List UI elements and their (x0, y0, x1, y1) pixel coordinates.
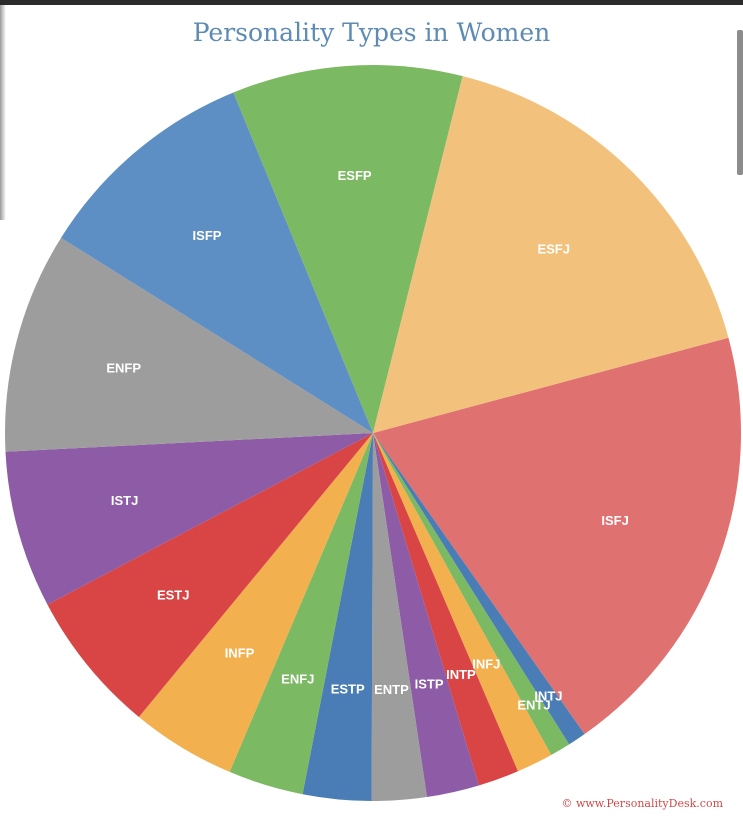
scroll-indicator[interactable] (737, 30, 743, 175)
slice-label-isfp: ISFP (193, 228, 222, 243)
slice-label-intj: INTJ (534, 689, 562, 704)
slice-label-esfp: ESFP (338, 168, 372, 183)
slice-enfp (4, 237, 374, 452)
chart-title: Personality Types in Women (192, 18, 551, 47)
source-credit: © www.PersonalityDesk.com (561, 797, 723, 810)
slice-label-infp: INFP (225, 645, 255, 660)
slice-label-infj: INFJ (472, 656, 500, 671)
slice-label-enfp: ENFP (106, 360, 141, 375)
slice-isfp (61, 92, 373, 434)
slice-label-estj: ESTJ (157, 588, 190, 603)
pie-slices (4, 65, 742, 802)
top-status-bar (0, 0, 743, 5)
slice-infp (138, 433, 373, 772)
slice-enfj (229, 433, 373, 795)
slice-label-enfj: ENFJ (281, 671, 314, 686)
slice-label-estp: ESTP (331, 681, 365, 696)
slice-istp (373, 433, 479, 798)
slice-label-entp: ENTP (374, 682, 409, 697)
slice-estj (47, 433, 373, 717)
slice-isfj (373, 337, 742, 735)
slice-label-istj: ISTJ (111, 493, 138, 508)
slice-label-istp: ISTP (415, 676, 444, 691)
slice-esfj (373, 76, 729, 433)
slice-label-intp: INTP (446, 667, 476, 682)
slice-label-esfj: ESFJ (537, 241, 570, 256)
slice-infj (373, 433, 552, 772)
slice-entp (371, 433, 427, 802)
slice-esfp (233, 65, 463, 433)
slice-istj (5, 433, 373, 605)
slice-entj (373, 433, 570, 755)
slice-label-isfj: ISFJ (601, 513, 628, 528)
slice-label-entj: ENTJ (517, 697, 550, 712)
slice-intj (373, 433, 585, 745)
slice-intp (373, 433, 518, 786)
left-edge-shadow (0, 5, 6, 220)
slice-estp (302, 433, 373, 801)
